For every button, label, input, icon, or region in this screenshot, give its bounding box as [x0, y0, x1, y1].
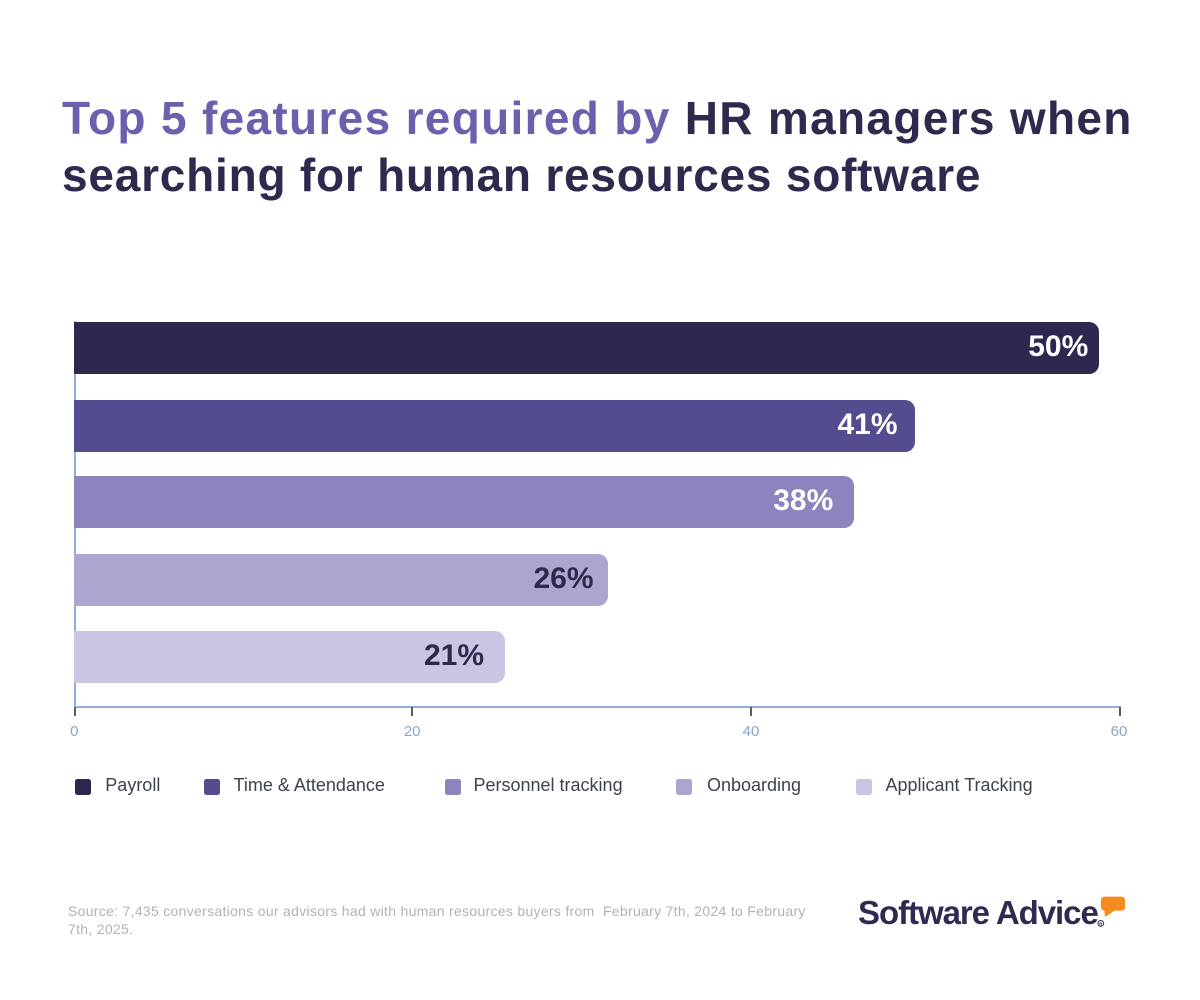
svg-text:R: R — [1099, 921, 1102, 926]
